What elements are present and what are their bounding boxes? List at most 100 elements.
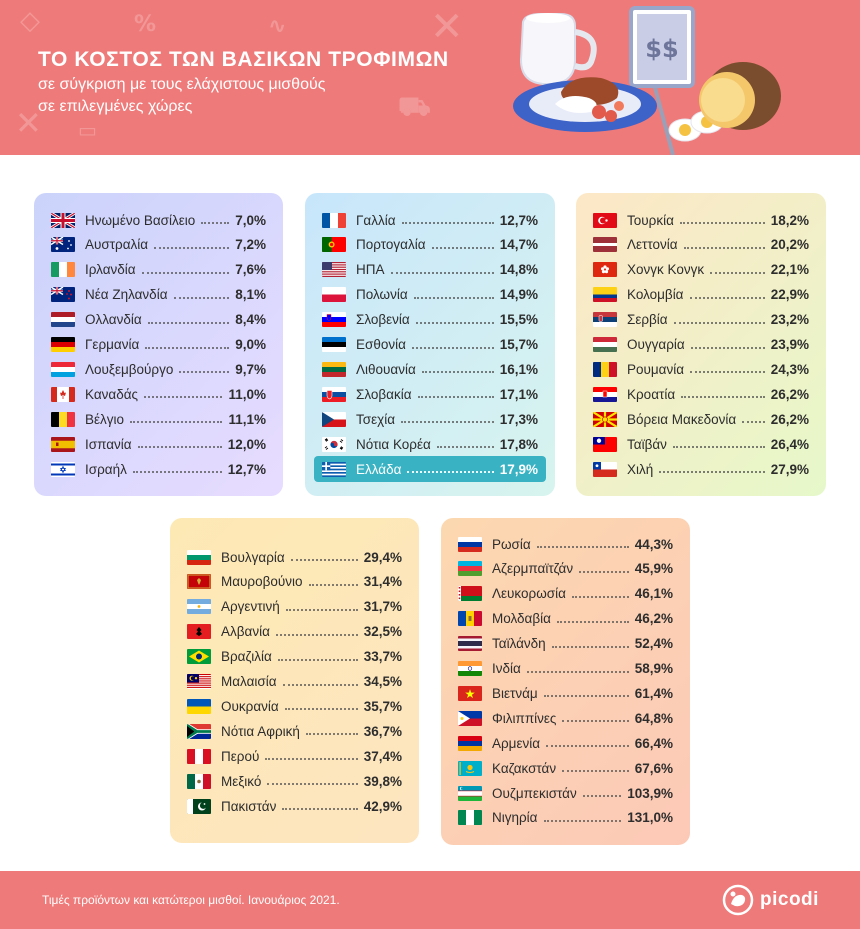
- dotted-leader: [415, 321, 494, 324]
- dotted-leader: [130, 421, 223, 424]
- in-flag-icon: [458, 661, 482, 676]
- country-row: Ιρλανδία 7,6%: [51, 260, 266, 280]
- country-name: Εσθονία: [356, 337, 406, 352]
- country-name: Λιθουανία: [356, 361, 416, 377]
- country-row: Λουξεμβούργο 9,7%: [51, 359, 266, 379]
- be-flag-icon: [51, 411, 75, 427]
- pt-flag-icon: [322, 237, 346, 253]
- country-row: Νότια Αφρική 36,7%: [187, 721, 402, 741]
- dotted-leader: [421, 371, 494, 374]
- country-name: Περού: [221, 748, 260, 764]
- dotted-leader: [144, 396, 223, 399]
- za-flag-icon: [187, 723, 211, 739]
- country-value: 14,7%: [499, 237, 538, 253]
- country-value: 17,8%: [499, 436, 538, 452]
- country-value: 20,2%: [770, 237, 809, 253]
- country-row: Πορτογαλία 14,7%: [322, 235, 538, 255]
- country-row: Αλβανία 32,5%: [187, 622, 402, 642]
- country-row: Βιετνάμ 61,4%: [458, 683, 673, 703]
- country-name: Ρουμανία: [627, 361, 685, 377]
- dotted-leader: [173, 296, 230, 299]
- percent-icon: %: [134, 12, 157, 37]
- dotted-leader: [562, 770, 629, 773]
- country-value: 22,1%: [770, 262, 809, 278]
- country-name: Ουκρανία: [221, 698, 279, 714]
- dotted-leader: [543, 695, 629, 698]
- country-name: Ουγγαρία: [627, 337, 685, 352]
- dotted-leader: [673, 321, 765, 324]
- country-row: Ηνωμένο Βασίλειο 7,0%: [51, 210, 266, 230]
- picodi-logo-icon: [722, 884, 754, 916]
- dotted-leader: [679, 222, 765, 224]
- country-name: Αζερμπαϊτζάν: [492, 561, 574, 577]
- header-banner: ◇ % ✕ ✕ ⛟ ▭ ∿ ΤΟ ΚΟΣΤΟΣ ΤΩΝ ΒΑΣΙΚΩΝ ΤΡΟΦ…: [0, 0, 860, 155]
- country-value: 11,0%: [228, 386, 266, 402]
- country-name: Ισραήλ: [85, 461, 127, 477]
- country-row: Μολδαβία 46,2%: [458, 609, 673, 629]
- dotted-leader: [690, 371, 765, 374]
- country-value: 46,2%: [634, 611, 673, 627]
- country-name: Αργεντινή: [221, 599, 280, 615]
- country-name: Ταϊλάνδη: [492, 636, 546, 652]
- gb-flag-icon: [51, 212, 75, 228]
- ph-flag-icon: [458, 710, 482, 726]
- dotted-leader: [145, 346, 230, 349]
- country-value: 36,7%: [363, 723, 402, 739]
- ee-flag-icon: [322, 337, 346, 352]
- country-name: Αυστραλία: [85, 237, 149, 253]
- country-name: Ουζμπεκιστάν: [492, 785, 577, 801]
- az-flag-icon: [458, 561, 482, 577]
- country-name: Μαλαισία: [221, 674, 277, 689]
- uz-flag-icon: [458, 785, 482, 801]
- country-name: Νότια Κορέα: [356, 436, 431, 452]
- pe-flag-icon: [187, 748, 211, 764]
- country-value: 8,4%: [235, 312, 266, 328]
- dotted-leader: [543, 819, 622, 822]
- country-name: Σλοβενία: [356, 312, 410, 328]
- country-name: Φιλιππίνες: [492, 710, 557, 726]
- footer: Τιμές προϊόντων και κατώτεροι μισθοί. Ια…: [0, 871, 860, 929]
- country-value: 131,0%: [627, 810, 673, 826]
- country-name: Πορτογαλία: [356, 237, 426, 253]
- country-value: 15,5%: [499, 312, 538, 328]
- country-name: Αλβανία: [221, 624, 270, 640]
- milk-jug-icon: [519, 13, 597, 85]
- country-value: 33,7%: [363, 649, 402, 665]
- dotted-leader: [154, 246, 230, 249]
- country-row: Ελλάδα 17,9%: [314, 456, 546, 482]
- country-row: Καζακστάν 67,6%: [458, 758, 673, 778]
- country-name: Νέα Ζηλανδία: [85, 287, 168, 303]
- bg-flag-icon: [187, 549, 211, 565]
- md-flag-icon: [458, 611, 482, 627]
- dotted-leader: [401, 421, 494, 424]
- ar-flag-icon: [187, 599, 211, 615]
- country-value: 14,9%: [499, 287, 538, 303]
- country-name: Βραζιλία: [221, 649, 272, 665]
- cz-flag-icon: [322, 411, 346, 427]
- page-subtitle: σε σύγκριση με τους ελάχιστους μισθούς σ…: [38, 74, 458, 118]
- cross-icon: ✕: [15, 104, 42, 142]
- dotted-leader: [147, 321, 230, 324]
- country-name: Ισπανία: [85, 436, 132, 452]
- country-row: Ουγγαρία 23,9%: [593, 335, 809, 355]
- country-row: Λεττονία 20,2%: [593, 235, 809, 255]
- country-row: Μεξικό 39,8%: [187, 771, 402, 791]
- country-row: Σερβία 23,2%: [593, 310, 809, 330]
- country-row: Ρουμανία 24,3%: [593, 359, 809, 379]
- de-flag-icon: [51, 337, 75, 352]
- country-value: 31,4%: [363, 574, 402, 590]
- my-flag-icon: [187, 674, 211, 689]
- country-value: 11,1%: [228, 411, 266, 427]
- country-value: 17,9%: [499, 461, 538, 477]
- country-row: Ισπανία 12,0%: [51, 434, 266, 454]
- dotted-leader: [571, 595, 629, 598]
- country-name: Λουξεμβούργο: [85, 361, 174, 377]
- group-panel-5: [441, 518, 690, 845]
- country-row: Σλοβενία 15,5%: [322, 310, 538, 330]
- dotted-leader: [690, 346, 765, 349]
- brand-name: picodi: [760, 889, 819, 910]
- brand-logo: picodi: [722, 884, 819, 916]
- country-name: Λεττονία: [627, 237, 678, 253]
- country-row: Ινδία 58,9%: [458, 659, 673, 679]
- subtitle-line-2: σε επιλεγμένες χώρες: [38, 98, 193, 115]
